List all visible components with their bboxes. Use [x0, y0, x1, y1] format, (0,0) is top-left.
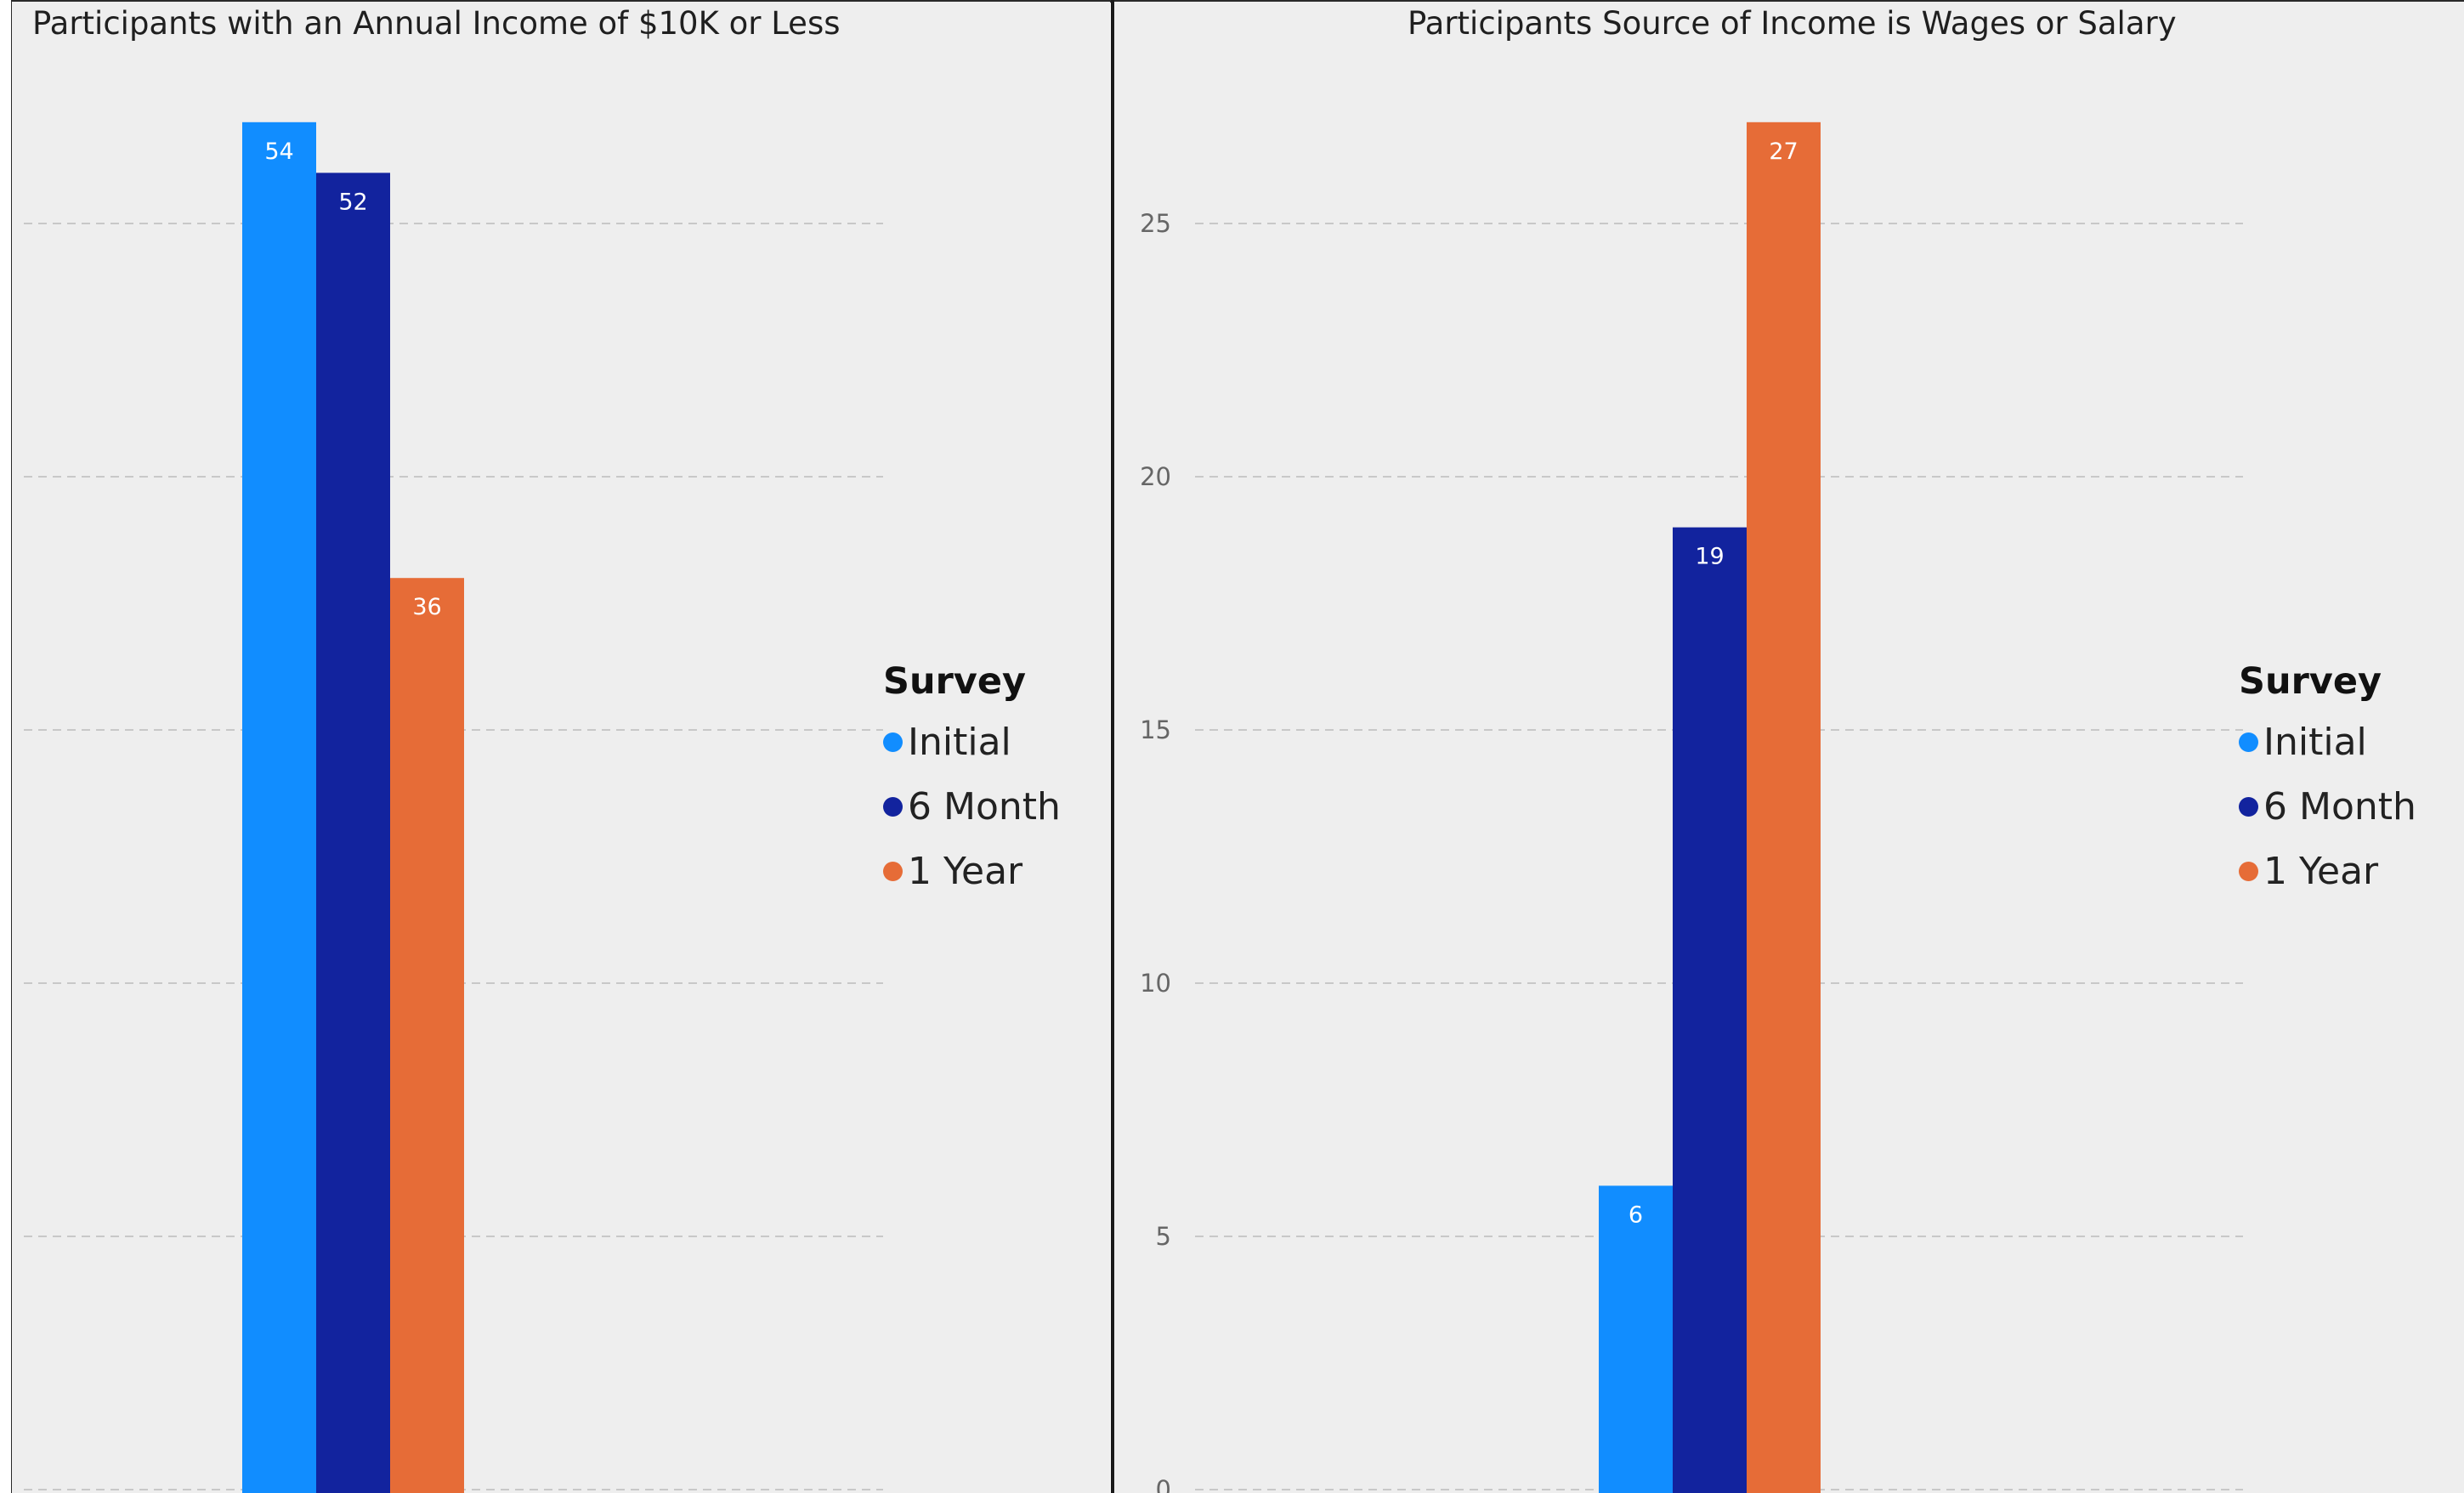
y-tick-label: 5	[1156, 1222, 1171, 1251]
y-tick-label: 25	[1140, 209, 1171, 238]
bar-1-year[interactable]	[390, 578, 464, 1493]
bar-initial[interactable]	[242, 122, 316, 1493]
legend-title: Survey	[883, 660, 1027, 703]
y-tick-label: 0	[1156, 1475, 1171, 1493]
chart-panel-income-10k[interactable]: 54 52 36 Participants with an Annual Incom…	[12, 2, 1110, 1493]
data-label-1-year: 27	[1769, 139, 1798, 165]
legend-marker-6-month	[2239, 796, 2258, 817]
y-tick-label: 20	[1140, 462, 1171, 491]
legend-item-6-month[interactable]: 6 Month	[2239, 774, 2416, 839]
bar-chart-income-10k: 54 52 36	[24, 122, 883, 1493]
bar-6-month[interactable]	[1673, 527, 1747, 1493]
bar-1-year[interactable]	[1747, 122, 1821, 1493]
panel-divider	[1111, 0, 1114, 1493]
chart-title: Participants Source of Income is Wages o…	[1408, 5, 2177, 42]
legend-item-1-year[interactable]: 1 Year	[883, 839, 1061, 903]
legend-marker-initial	[2239, 732, 2258, 752]
top-border	[11, 0, 2464, 3]
legend-item-initial[interactable]: Initial	[883, 710, 1061, 774]
legend-item-initial[interactable]: Initial	[2239, 710, 2416, 774]
legend-item-6-month[interactable]: 6 Month	[883, 774, 1061, 839]
data-label-6-month: 19	[1695, 544, 1724, 570]
bar-chart-wages-salary: 0 5 10 15 20 25 6 19 27	[1140, 122, 2243, 1493]
data-label-1-year: 36	[412, 594, 441, 620]
bar-initial[interactable]	[1599, 1185, 1673, 1493]
data-label-6-month: 52	[338, 189, 367, 215]
y-tick-label: 15	[1140, 715, 1171, 744]
legend-label: 1 Year	[2263, 849, 2379, 893]
legend-marker-1-year	[2239, 861, 2258, 881]
legend-label: 1 Year	[908, 849, 1023, 893]
legend: Survey Initial 6 Month 1 Year	[2239, 660, 2416, 903]
legend-marker-1-year	[883, 861, 903, 881]
data-label-initial: 54	[264, 139, 293, 165]
legend-label: 6 Month	[2263, 784, 2416, 829]
data-label-initial: 6	[1629, 1202, 1643, 1228]
legend-item-1-year[interactable]: 1 Year	[2239, 839, 2416, 903]
y-tick-label: 10	[1140, 969, 1171, 998]
legend-marker-6-month	[883, 796, 903, 817]
legend-title: Survey	[2239, 660, 2382, 703]
chart-panel-wages-salary[interactable]: 0 5 10 15 20 25 6 19 27 Participants Source of I…	[1114, 2, 2464, 1493]
legend-label: 6 Month	[908, 784, 1061, 829]
chart-title: Participants with an Annual Income of $1…	[32, 5, 841, 42]
legend-label: Initial	[2263, 720, 2367, 764]
legend-label: Initial	[908, 720, 1011, 764]
legend-marker-initial	[883, 732, 903, 752]
bar-6-month[interactable]	[316, 172, 390, 1493]
legend: Survey Initial 6 Month 1 Year	[883, 660, 1061, 903]
